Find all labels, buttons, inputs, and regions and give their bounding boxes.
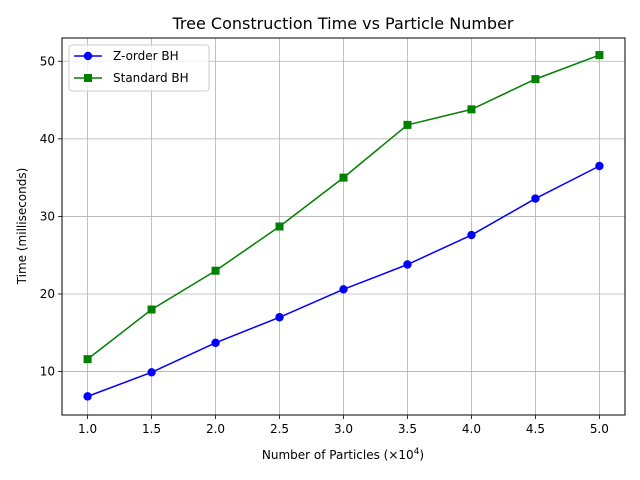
data-point [339, 285, 348, 294]
data-point [403, 260, 412, 269]
data-point [211, 338, 220, 348]
data-point [147, 305, 156, 314]
data-point [83, 392, 92, 401]
plot-frame [61, 37, 626, 416]
x-tick-label: 5.0 [590, 422, 609, 436]
data-point [275, 222, 284, 231]
series-lines [83, 51, 604, 401]
x-tick-label: 2.0 [206, 422, 225, 436]
legend-label: Z-order BH [113, 49, 179, 63]
x-tick-label: 2.5 [270, 422, 289, 436]
x-tick-label: 1.0 [78, 422, 97, 436]
y-tick-label: 50 [40, 54, 55, 68]
chart-title: Tree Construction Time vs Particle Numbe… [172, 14, 514, 33]
legend-marker [84, 74, 92, 82]
legend: Z-order BH Standard BH [68, 44, 210, 92]
y-tick-label: 40 [40, 132, 55, 146]
x-tick-label: 4.5 [526, 422, 545, 436]
data-point [339, 173, 348, 182]
x-tick-label: 1.5 [142, 422, 161, 436]
y-axis-ticks: 10 20 30 40 50 [40, 54, 62, 379]
data-point [595, 161, 604, 171]
series-standard-bh [83, 51, 604, 364]
grid-lines [62, 38, 625, 415]
x-axis-label-main: Number of Particles (×10 [262, 448, 414, 462]
data-point [531, 75, 540, 84]
data-point [467, 105, 476, 114]
legend-box [68, 44, 210, 92]
data-point [467, 230, 476, 240]
legend-label: Standard BH [113, 71, 189, 85]
data-point [531, 194, 540, 203]
data-point [83, 355, 92, 364]
y-tick-label: 10 [40, 365, 55, 379]
y-axis-label: Time (milliseconds) [15, 168, 29, 286]
legend-item: Z-order BH [74, 49, 179, 63]
x-tick-label: 3.0 [334, 422, 353, 436]
legend-marker [83, 51, 93, 61]
data-point [275, 313, 284, 322]
x-axis-label-exponent: 4 [414, 447, 420, 457]
x-axis-label-suffix: ) [419, 448, 424, 462]
series-z-order-bh [83, 161, 604, 401]
y-tick-label: 30 [40, 209, 55, 223]
legend-item: Standard BH [74, 71, 189, 85]
x-axis-ticks: 1.0 1.5 2.0 2.5 3.0 3.5 4.0 4.5 5.0 [78, 415, 609, 436]
data-point [211, 266, 220, 275]
data-point [147, 368, 156, 377]
x-tick-label: 4.0 [462, 422, 481, 436]
x-axis-label: Number of Particles (×104) [262, 447, 424, 462]
data-point [595, 51, 604, 60]
data-point [403, 120, 412, 129]
y-tick-label: 20 [40, 287, 55, 301]
x-tick-label: 3.5 [398, 422, 417, 436]
